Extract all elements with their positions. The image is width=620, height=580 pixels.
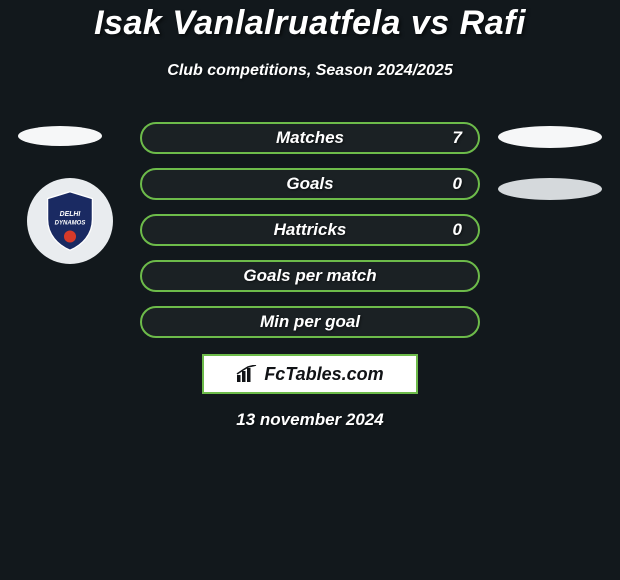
svg-text:DYNAMOS: DYNAMOS bbox=[55, 220, 86, 226]
subtitle: Club competitions, Season 2024/2025 bbox=[0, 62, 620, 80]
stat-row: Hattricks 0 bbox=[140, 214, 480, 246]
svg-text:DELHI: DELHI bbox=[60, 211, 82, 218]
stat-label: Min per goal bbox=[260, 312, 360, 332]
club-shield-icon: DELHI DYNAMOS bbox=[44, 190, 96, 252]
stat-label: Hattricks bbox=[274, 220, 347, 240]
stat-label: Matches bbox=[276, 128, 344, 148]
stat-row: Goals 0 bbox=[140, 168, 480, 200]
stat-row: Min per goal bbox=[140, 306, 480, 338]
stat-label: Goals bbox=[286, 174, 333, 194]
left-player-marker bbox=[18, 126, 102, 146]
stat-value-right: 7 bbox=[453, 128, 462, 148]
stat-row: Matches 7 bbox=[140, 122, 480, 154]
stat-value-right: 0 bbox=[453, 220, 462, 240]
page-title: Isak Vanlalruatfela vs Rafi bbox=[0, 4, 620, 43]
stat-label: Goals per match bbox=[243, 266, 376, 286]
attribution-text: FcTables.com bbox=[264, 364, 383, 385]
bar-chart-icon bbox=[236, 365, 258, 383]
stat-value-right: 0 bbox=[453, 174, 462, 194]
fctables-attribution[interactable]: FcTables.com bbox=[202, 354, 418, 394]
generated-date: 13 november 2024 bbox=[0, 410, 620, 430]
stat-row: Goals per match bbox=[140, 260, 480, 292]
right-player-marker-2 bbox=[498, 178, 602, 200]
right-player-marker-1 bbox=[498, 126, 602, 148]
comparison-card: Isak Vanlalruatfela vs Rafi Club competi… bbox=[0, 0, 620, 580]
player-club-badge: DELHI DYNAMOS bbox=[27, 178, 113, 264]
